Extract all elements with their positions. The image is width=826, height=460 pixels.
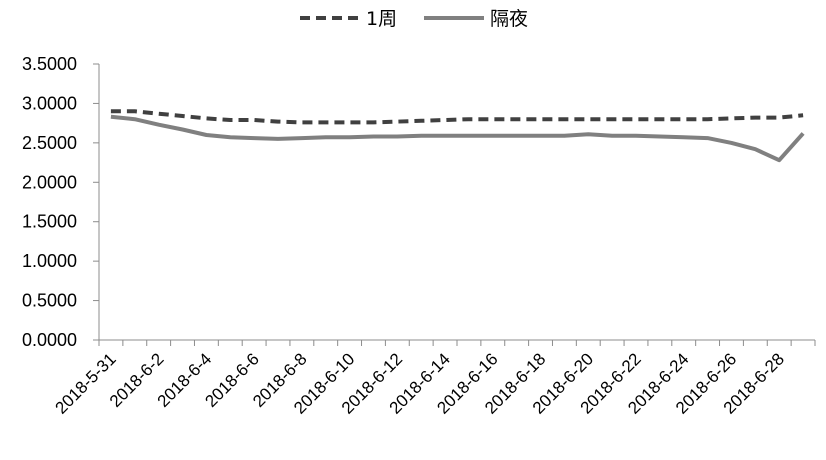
- legend: 1周 隔夜: [300, 8, 528, 30]
- y-tick-label: 3.0000: [22, 93, 77, 113]
- y-tick-label: 0.0000: [22, 330, 77, 350]
- y-tick-label: 1.0000: [22, 251, 77, 271]
- x-axis-ticks: 2018-5-312018-6-22018-6-42018-6-62018-6-…: [52, 340, 816, 418]
- series-line-1: [110, 114, 805, 163]
- axes: [98, 64, 815, 341]
- series-line-0: [110, 109, 804, 125]
- y-tick-label: 2.5000: [22, 133, 77, 153]
- y-tick-label: 0.5000: [22, 291, 77, 311]
- legend-label: 1周: [366, 8, 397, 30]
- series-lines: [110, 109, 805, 163]
- x-tick-label: 2018-5-31: [52, 349, 120, 417]
- y-tick-label: 1.5000: [22, 212, 77, 232]
- legend-label: 隔夜: [490, 8, 528, 30]
- y-tick-label: 2.0000: [22, 172, 77, 192]
- y-axis-ticks: 0.0000 0.5000 1.0000 1.5000 2.0000 2.5000 3.00…: [22, 54, 99, 350]
- y-tick-label: 3.5000: [22, 54, 77, 74]
